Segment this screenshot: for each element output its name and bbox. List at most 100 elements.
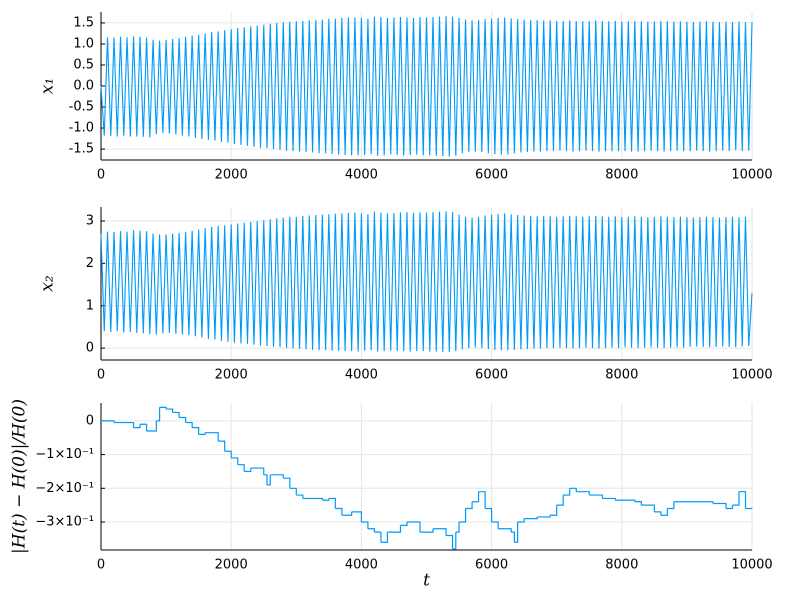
step-segment [283,477,291,489]
x-tick-label: 8000 [605,558,638,573]
x-tick-label: 0 [97,368,105,383]
step-segment [328,497,336,509]
step-segment [179,416,187,423]
y-tick-label: 2 [86,256,94,271]
step-segment [725,505,734,510]
step-segment [172,411,180,418]
step-segment [514,522,519,543]
step-segment [374,531,382,543]
y-tick-label: 0 [86,341,94,356]
x-tick-label: 2000 [215,168,248,183]
y-axis-label: x₁ [38,78,58,94]
step-segment [133,424,141,429]
x-tick-label: 10000 [731,368,772,383]
x-tick-label: 10000 [731,558,772,573]
line-series [100,16,753,157]
step-segment [660,508,668,516]
step-segment [406,521,421,533]
step-segment [335,507,343,516]
step-segment [569,487,577,492]
step-segment [699,501,714,504]
step-segment [205,432,219,442]
x-tick-label: 0 [97,168,105,183]
step-segment [576,491,590,496]
step-segment [231,457,239,465]
step-segment [419,528,434,533]
step-segment [712,502,727,509]
x-tick-label: 2000 [215,368,248,383]
step-segment [400,522,408,526]
step-segment [455,522,460,533]
step-segment [485,507,493,523]
step-segment [465,501,473,510]
step-segment [472,491,480,503]
x-tick-label: 6000 [475,558,508,573]
line-series [100,211,753,352]
step-segment [446,534,454,549]
step-segment [198,432,206,435]
step-segment [511,531,515,543]
x-tick-label: 4000 [345,558,378,573]
y-tick-label: 1.5 [73,15,94,30]
step-segment [602,497,616,501]
step-segment [244,468,252,473]
step-segment [478,491,486,509]
step-segment [146,420,157,432]
x-tick-label: 8000 [605,168,638,183]
step-segment [738,491,747,509]
step-segment [387,525,402,533]
step-segment [537,515,551,518]
step-segment [289,487,297,496]
step-segment [140,423,148,431]
y-tick-label: 3 [86,213,94,228]
step-segment [192,427,200,435]
step-segment [114,421,135,428]
y-tick-label: -0.5 [69,100,94,115]
step-segment [615,499,636,502]
step-segment [270,474,284,479]
step-segment [459,508,467,523]
step-segment [296,494,304,499]
y-tick-label: -1.5 [69,142,94,157]
step-segment [589,494,603,499]
step-segment [563,488,571,496]
step-segment [634,501,642,506]
step-segment [550,505,558,516]
y-tick-label: −3×10⁻¹ [35,515,94,530]
step-segment [159,406,167,410]
step-segment [224,450,232,458]
step-segment [185,421,193,428]
x-tick-label: 6000 [475,168,508,183]
step-segment [166,408,174,413]
step-segment [433,528,447,536]
y-tick-label: -1.0 [69,121,94,136]
x-tick-label: 4000 [345,168,378,183]
y-tick-label: 0.0 [73,79,94,94]
y-tick-label: −2×10⁻¹ [35,481,94,496]
step-segment [218,440,226,452]
y-axis-label: x₂ [38,275,58,292]
step-segment [267,474,271,486]
step-segment [498,528,512,533]
x-tick-label: 0 [97,558,105,573]
step-segment [302,497,323,501]
step-segment [237,464,245,472]
step-segment [361,521,369,529]
step-segment [641,504,655,512]
step-segment [654,511,662,516]
y-tick-label: −1×10⁻¹ [35,447,94,462]
step-segment [732,491,740,506]
x-tick-label: 4000 [345,368,378,383]
x-tick-label: 2000 [215,558,248,573]
step-segment [556,495,564,506]
y-axis-label: |H(t) − H(0)|/H(0) [10,399,30,554]
x-tick-label: 10000 [731,168,772,183]
step-segment [452,532,457,550]
x-tick-label: 8000 [605,368,638,383]
y-tick-label: 0 [86,413,94,428]
y-tick-label: 1.0 [73,36,94,51]
step-segment [351,511,362,523]
x-tick-label: 6000 [475,368,508,383]
step-segment [367,528,376,533]
